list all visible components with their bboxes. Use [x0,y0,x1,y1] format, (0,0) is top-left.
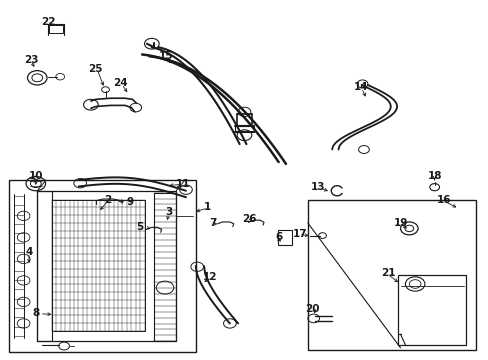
Text: 22: 22 [41,17,56,27]
Text: 5: 5 [136,222,143,231]
Bar [307,200,475,350]
Text: 10: 10 [28,171,43,181]
Text: 26: 26 [242,215,256,224]
Bar [277,230,292,244]
Text: 2: 2 [104,195,111,205]
Bar [154,193,176,341]
Text: 14: 14 [353,82,368,92]
Text: 19: 19 [392,218,407,228]
Text: 20: 20 [305,304,319,314]
Bar [37,191,176,341]
Bar [9,180,195,352]
Text: 7: 7 [209,218,216,228]
Text: 11: 11 [176,179,190,189]
Text: 12: 12 [203,272,217,282]
Text: 8: 8 [32,308,40,318]
Text: 13: 13 [310,182,324,192]
Text: 6: 6 [274,232,282,242]
Bar [397,275,466,345]
Text: 25: 25 [88,64,103,74]
Bar [49,25,63,33]
Text: 21: 21 [380,268,395,278]
Text: 4: 4 [25,247,33,257]
Text: 15: 15 [159,51,173,61]
Bar [52,200,144,330]
Text: 9: 9 [126,197,133,207]
Text: 3: 3 [165,207,172,217]
Text: 23: 23 [23,55,38,65]
Bar [37,191,52,341]
Text: 24: 24 [113,78,127,88]
Text: 16: 16 [436,195,451,205]
Text: 1: 1 [204,202,211,212]
Text: 17: 17 [293,229,307,239]
Text: 18: 18 [427,171,441,181]
